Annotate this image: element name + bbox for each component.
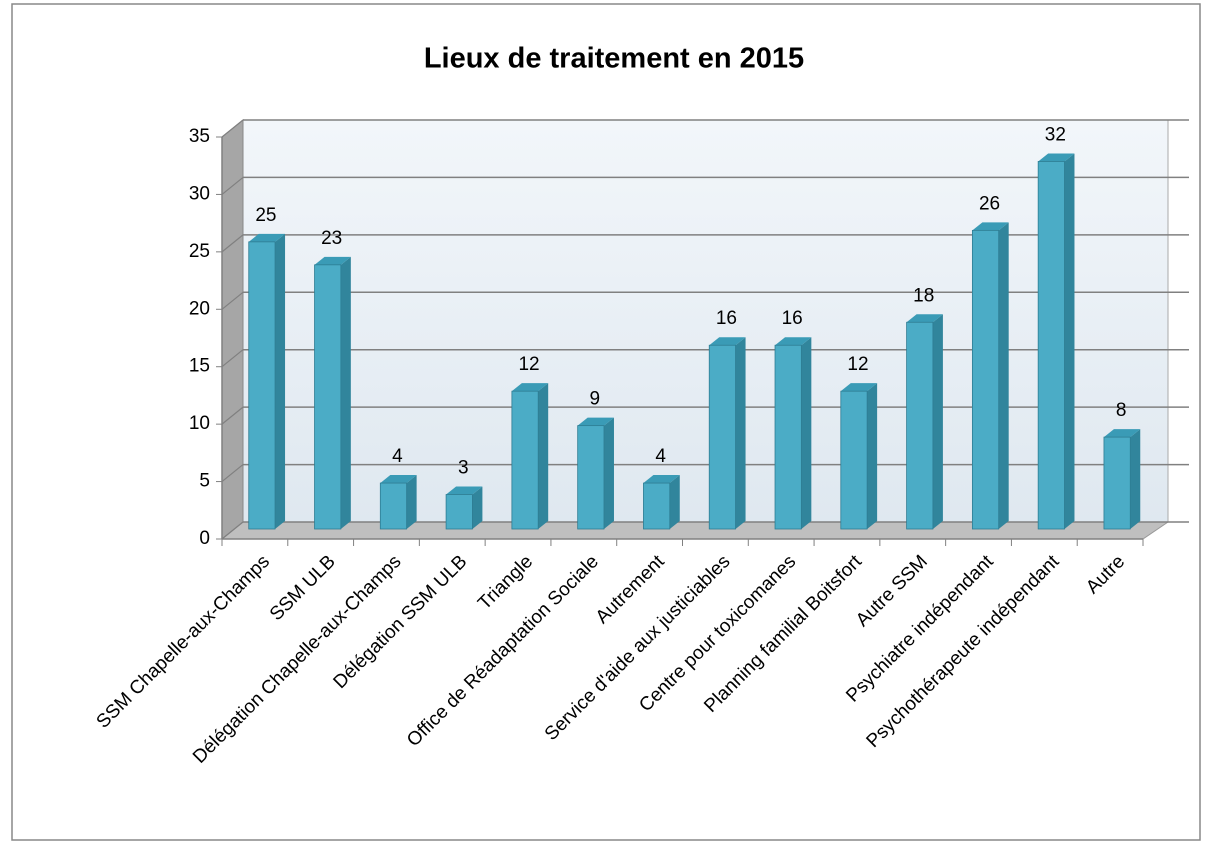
data-label: 9 — [590, 389, 601, 410]
data-label: 16 — [782, 308, 803, 329]
data-label: 4 — [655, 446, 666, 467]
bar — [445, 494, 473, 530]
data-label: 16 — [716, 308, 737, 329]
bar-top — [643, 475, 680, 484]
floor — [220, 521, 1170, 540]
bar-side — [603, 417, 614, 529]
bar-side — [932, 314, 943, 529]
bar-top — [906, 314, 943, 323]
bar — [840, 390, 868, 530]
bar — [906, 321, 934, 530]
grid-line-side — [221, 406, 244, 425]
data-label: 26 — [979, 193, 1000, 214]
y-tick-label: 20 — [189, 298, 210, 319]
chart-title: Lieux de traitement en 2015 — [424, 43, 804, 75]
y-tick-label: 35 — [189, 126, 210, 147]
grid-line-side — [221, 119, 244, 138]
y-tick-label: 30 — [189, 183, 210, 204]
side-wall — [221, 118, 244, 541]
bar — [643, 482, 671, 530]
grid-line-side — [221, 291, 244, 310]
bar — [379, 482, 408, 530]
y-tick-label: 25 — [189, 241, 210, 262]
bar — [1103, 436, 1131, 530]
bar-side — [867, 383, 878, 529]
bar-side — [735, 337, 746, 529]
bar — [314, 264, 342, 530]
bar-side — [801, 337, 812, 529]
bar-top — [1038, 153, 1075, 162]
grid-line-side — [221, 176, 244, 195]
data-label: 12 — [847, 354, 868, 375]
bar — [971, 229, 1000, 530]
bar-top — [840, 383, 878, 392]
bar-side — [1130, 429, 1141, 529]
bar — [1037, 161, 1065, 530]
bar-top — [577, 417, 614, 426]
bar-top — [1103, 429, 1141, 438]
bar-side — [1064, 153, 1075, 529]
bar-top — [380, 475, 417, 484]
bar-side — [472, 486, 483, 529]
y-tick-label: 10 — [189, 413, 210, 434]
grid-line-side — [221, 464, 244, 483]
grid-line-side — [221, 234, 244, 253]
y-tick-label: 5 — [199, 471, 210, 492]
bar — [708, 344, 736, 530]
data-label: 25 — [255, 205, 276, 226]
data-label: 3 — [458, 458, 469, 479]
data-label: 23 — [321, 228, 342, 249]
bar-top — [446, 486, 483, 495]
grid-line-side — [221, 521, 244, 540]
bar-side — [406, 475, 417, 529]
bar-top — [511, 383, 549, 392]
bar-top — [972, 222, 1009, 231]
data-label: 32 — [1045, 124, 1066, 145]
bar-top — [775, 337, 812, 346]
bar-side — [340, 256, 351, 529]
data-label: 18 — [913, 285, 934, 306]
back-wall — [242, 119, 1169, 523]
data-label: 4 — [392, 446, 403, 467]
bar-side — [669, 475, 680, 529]
data-label: 12 — [518, 354, 539, 375]
bar — [511, 390, 539, 530]
bar — [577, 425, 605, 530]
bar-side — [275, 233, 286, 529]
bar — [774, 344, 802, 530]
bar — [248, 241, 276, 530]
grid-line-side — [221, 349, 244, 368]
y-tick-label: 15 — [189, 356, 210, 377]
bar-top — [314, 256, 351, 265]
bar-side — [998, 222, 1009, 529]
y-tick-label: 0 — [199, 528, 210, 549]
data-label: 8 — [1116, 400, 1127, 421]
bar-top — [248, 233, 286, 242]
bar-top — [709, 337, 746, 346]
bar-side — [538, 383, 549, 529]
